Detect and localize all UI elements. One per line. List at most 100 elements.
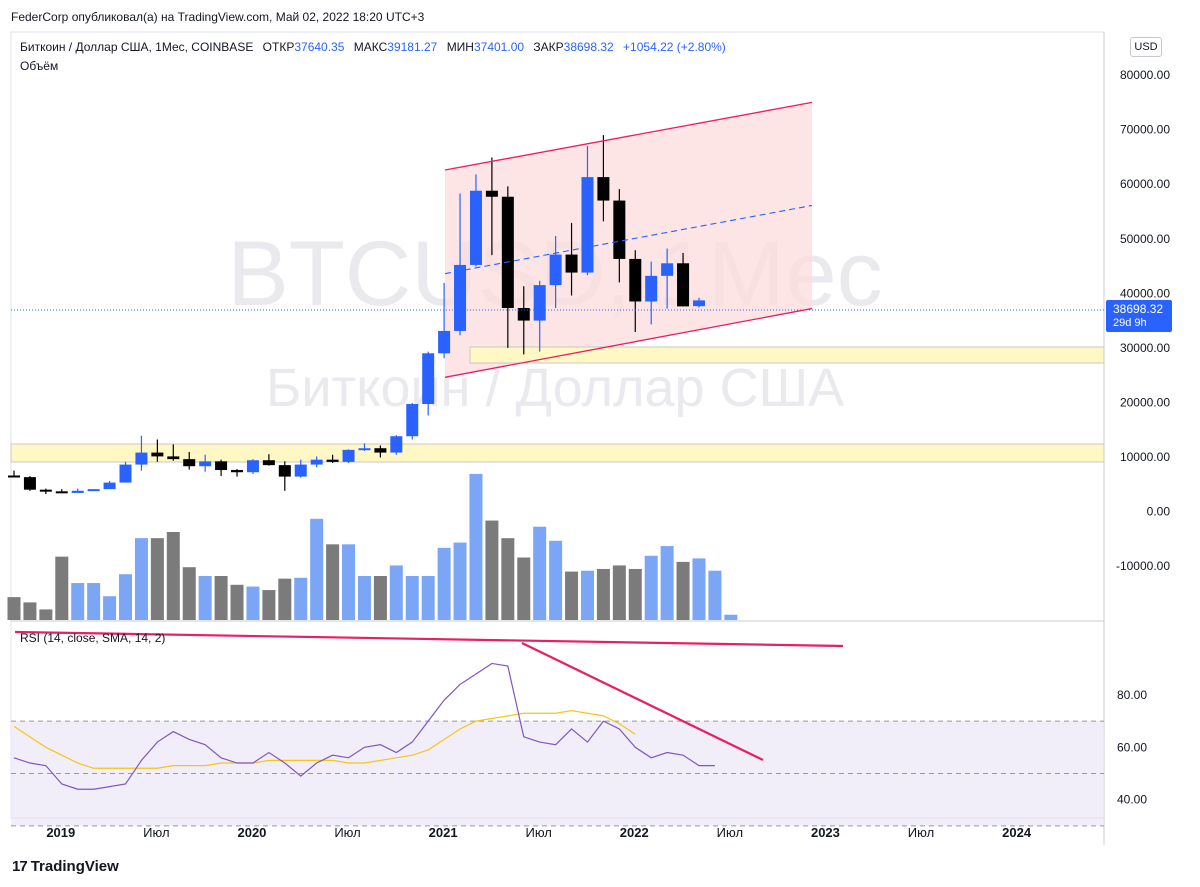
time-tick-label: Июл [525, 825, 551, 840]
volume-bar [39, 609, 53, 620]
last-price-value: 38698.32 [1113, 302, 1164, 316]
volume-bar [692, 558, 706, 620]
volume-bar [7, 597, 21, 620]
currency-button[interactable]: USD [1130, 37, 1162, 57]
channel-lower-line [444, 307, 813, 378]
bar-countdown: 29d 9h [1113, 317, 1147, 329]
volume-bar [628, 568, 642, 620]
close-value: 38698.32 [563, 40, 614, 54]
rsi-tick-label: 80.00 [1117, 688, 1147, 702]
candle-body [103, 482, 116, 490]
volume-bar [596, 568, 610, 620]
time-tick-label: 2024 [1002, 825, 1032, 840]
candle-body [215, 461, 228, 471]
volume-bar [310, 518, 324, 620]
price-tick-label: 10000.00 [1120, 450, 1170, 464]
time-tick-label: 2020 [237, 825, 266, 840]
change-value: +1054.22 (+2.80%) [623, 40, 726, 54]
candle-body [613, 200, 626, 259]
candle-body [326, 459, 339, 462]
candle-body [454, 264, 467, 331]
volume-bar [517, 557, 531, 620]
symbol-title: Биткоин / Доллар США, 1Мес, COINBASE [20, 40, 254, 54]
price-tick-label: -10000.00 [1116, 559, 1170, 573]
brand-name: TradingView [30, 858, 119, 875]
candle-body [23, 477, 36, 490]
candle-body [119, 464, 132, 483]
candle-body [87, 489, 100, 492]
volume-bar [485, 520, 499, 620]
candle-body [549, 254, 562, 286]
volume-legend: Объём [20, 59, 59, 73]
volume-bar [326, 544, 340, 620]
candle-body [278, 465, 291, 477]
high-label: МАКС [353, 40, 388, 54]
price-tick-label: 70000.00 [1120, 123, 1170, 137]
rsi-tick-label: 60.00 [1117, 740, 1147, 754]
volume-bar [405, 576, 419, 620]
volume-bar [103, 596, 117, 620]
volume-bar [134, 538, 148, 620]
time-tick-label: 2019 [46, 825, 75, 840]
time-tick-label: Июл [717, 825, 743, 840]
volume-bar [421, 576, 435, 620]
time-tick-label: 2022 [620, 825, 649, 840]
price-tick-label: 80000.00 [1120, 68, 1170, 82]
volume-bar [373, 576, 387, 620]
close-label: ЗАКР [533, 40, 564, 54]
volume-bar [533, 526, 547, 620]
price-tick-label: 40000.00 [1120, 286, 1170, 300]
open-label: ОТКР [262, 40, 295, 54]
candle-body [374, 448, 387, 453]
candle-body [629, 258, 642, 302]
rsi-trendline-long [14, 630, 844, 648]
candle-body [692, 300, 705, 307]
volume-bar [660, 546, 674, 620]
time-tick-label: 2021 [429, 825, 458, 840]
candle-body [8, 475, 20, 478]
candle-body [438, 330, 451, 354]
candle-body [342, 449, 355, 462]
candle-body [485, 190, 498, 197]
candle-body [135, 452, 148, 465]
publisher-line: FederCorp опубликовал(а) на TradingView.… [11, 10, 425, 24]
volume-bar [724, 614, 738, 620]
high-value: 39181.27 [387, 40, 438, 54]
watermark-name: Биткоин / Доллар США [266, 358, 844, 418]
low-label: МИН [446, 40, 474, 54]
open-value: 37640.35 [294, 40, 345, 54]
candle-body [39, 489, 52, 492]
candle-body [533, 285, 546, 321]
volume-bar [119, 574, 133, 620]
volume-bar [676, 561, 690, 620]
candle-body [151, 452, 164, 457]
rsi-tick-label: 40.00 [1117, 793, 1147, 807]
price-tick-label: 30000.00 [1120, 341, 1170, 355]
channel-upper-line [444, 101, 813, 171]
last-price-badge: 38698.32 29d 9h [1106, 300, 1172, 332]
candle-body [517, 308, 530, 321]
volume-bar [612, 565, 626, 620]
candle-body [390, 436, 403, 453]
volume-bar [182, 567, 196, 620]
volume-bar [708, 570, 722, 620]
candle-body [597, 177, 610, 201]
tradingview-logo[interactable]: 17 TradingView [12, 858, 119, 875]
candle-body [422, 353, 435, 405]
candle-body [262, 460, 275, 466]
volume-bar [644, 555, 658, 620]
candle-body [71, 490, 84, 493]
rsi-line [13, 662, 715, 790]
volume-bar [501, 538, 515, 620]
volume-bar [214, 576, 228, 620]
candle-body [294, 464, 307, 477]
volume-bar [230, 584, 244, 620]
volume-bar [294, 577, 308, 620]
time-tick-label: Июл [334, 825, 360, 840]
volume-bar [23, 602, 37, 620]
candle-body [246, 460, 259, 473]
candle-body [358, 448, 371, 451]
support-zone-upper [469, 346, 1105, 364]
volume-bar [565, 571, 579, 620]
